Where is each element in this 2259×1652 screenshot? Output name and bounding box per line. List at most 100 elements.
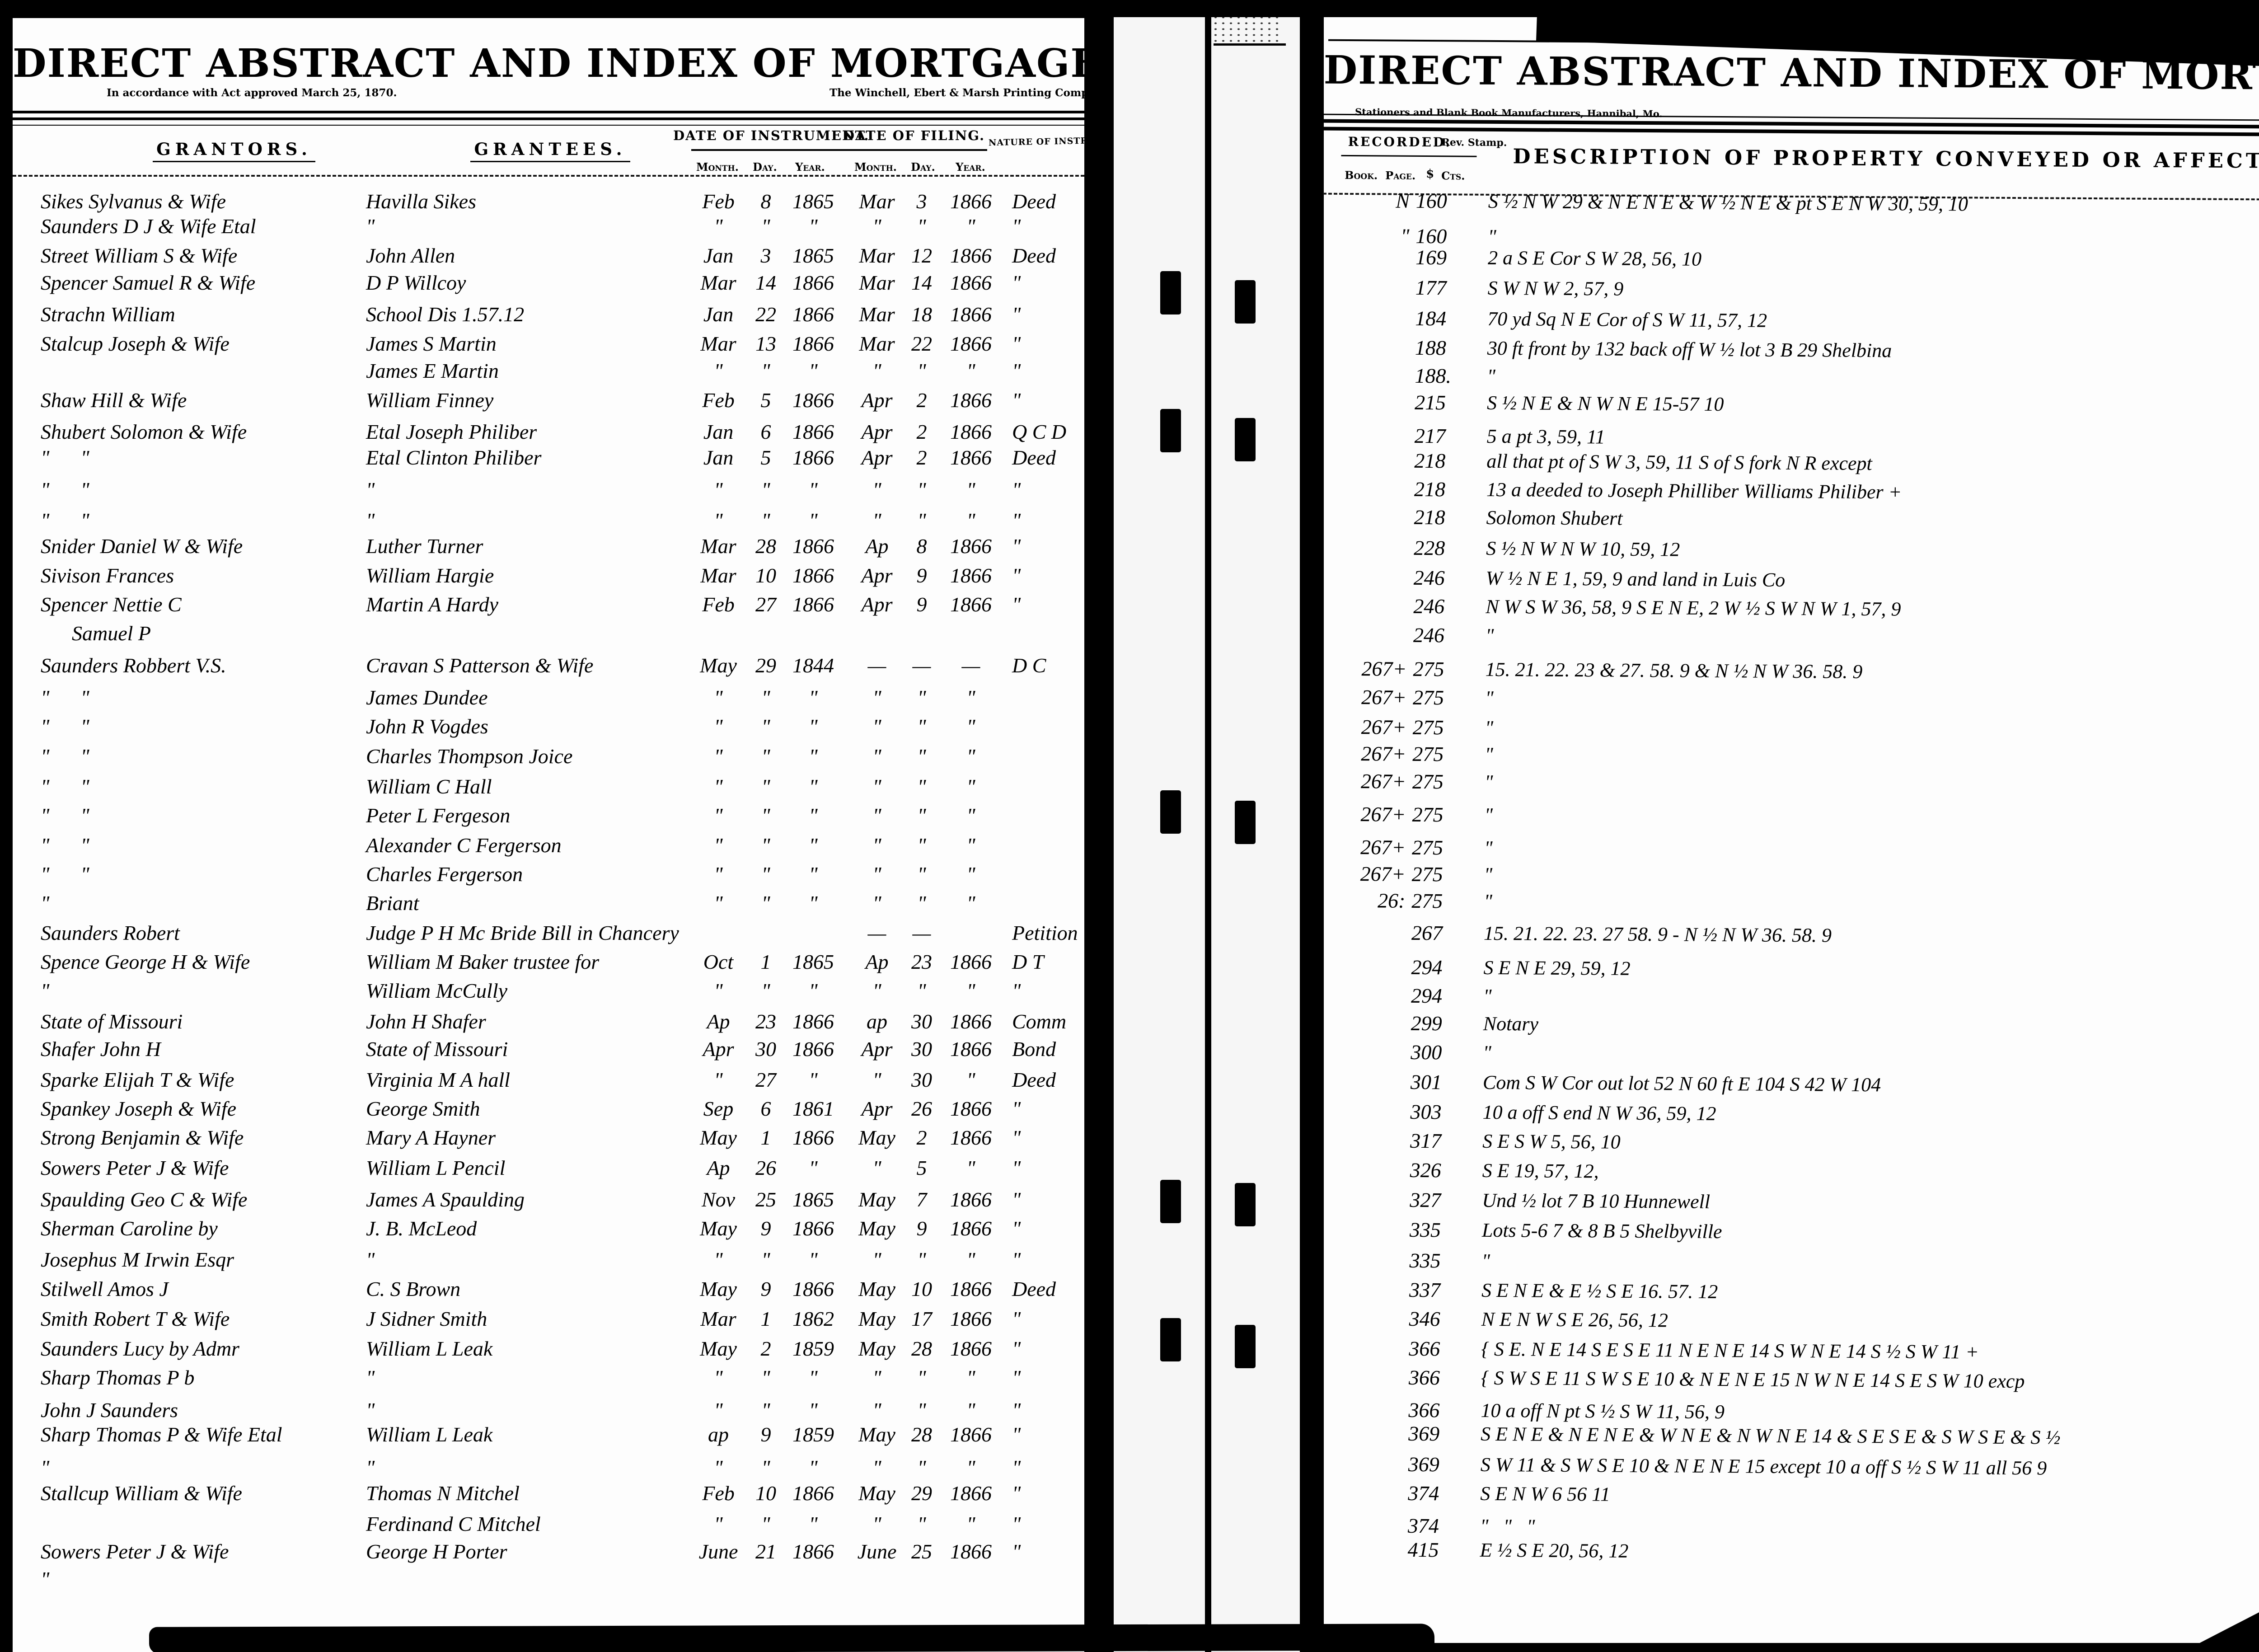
cell-grantee: " <box>366 1399 375 1422</box>
cell-nature: " <box>1012 1423 1021 1446</box>
cell-grantor: Sikes Sylvanus & Wife <box>41 190 226 213</box>
cell-instrument-month: Jan <box>703 244 734 267</box>
cell-grantee: George H Porter <box>366 1540 507 1563</box>
ledger-row: 246 N W S W 36, 58, 9 S E N E, 2 W ½ S W … <box>1320 592 2259 626</box>
cell-page: 294 <box>1411 984 1443 1008</box>
cell-instrument-month: " <box>714 979 723 1002</box>
cell-instrument-day: 2 <box>760 1337 771 1360</box>
cell-description: 15. 21. 22. 23 & 27. 58. 9 & N ½ N W 36.… <box>1485 658 1863 683</box>
cell-instrument-day: 1 <box>760 1307 771 1330</box>
cell-page: 335 <box>1409 1218 1441 1242</box>
cell-book: 267+ <box>1360 803 1406 826</box>
cell-filing-month: " <box>872 1366 881 1389</box>
cell-grantee: Charles Fergerson <box>366 863 523 886</box>
cell-description: N W S W 36, 58, 9 S E N E, 2 W ½ S W N W… <box>1486 595 1901 620</box>
cell-filing-year: " <box>966 892 975 915</box>
cell-filing-day: " <box>917 215 926 238</box>
cell-book <box>1332 1363 1402 1392</box>
ledger-row: Strong Benjamin & Wife Mary A Hayner May 1 1… <box>13 1124 1084 1152</box>
cell-filing-day: 2 <box>916 1126 927 1149</box>
right-page-content: DIRECT ABSTRACT AND INDEX OF MORTGAGES, … <box>1314 16 2259 1652</box>
cell-instrument-month: " <box>714 892 723 915</box>
cell-page: 275 <box>1413 657 1444 681</box>
cell-description: " <box>1484 863 1493 886</box>
cell-page: 275 <box>1412 685 1444 709</box>
cell-page: 177 <box>1415 276 1447 300</box>
cell-nature: " <box>1012 1399 1021 1422</box>
cell-grantor: " " <box>41 775 89 798</box>
cell-grantee: C. S Brown <box>366 1277 461 1300</box>
right-stationer-credit: Stationers and Blank Book Manufacturers,… <box>1354 106 1663 120</box>
cell-grantor: " <box>41 892 50 915</box>
cell-instrument-month: May <box>700 1337 737 1360</box>
cell-instrument-month: Mar <box>700 271 736 294</box>
cell-filing-day: 12 <box>911 244 932 267</box>
cell-grantee: Charles Thompson Joice <box>366 745 573 768</box>
ledger-row: 267+ 275 " <box>1319 800 2259 835</box>
cell-book <box>1333 1216 1403 1244</box>
cell-page: 246 <box>1413 566 1445 590</box>
cell-page: 275 <box>1412 770 1444 793</box>
cell-instrument-month: May <box>700 1126 737 1149</box>
cell-page: 327 <box>1410 1188 1441 1212</box>
cell-book <box>1338 422 1408 450</box>
cell-filing-month: Apr <box>861 564 893 587</box>
column-header-recorded: RECORDED. <box>1348 134 1452 150</box>
ledger-row: " " Charles Fergerson " " " " " " <box>13 860 1084 888</box>
ledger-row: Stalcup Joseph & Wife James S Martin Mar 13… <box>13 330 1084 358</box>
cell-instrument-month: " <box>714 1512 723 1535</box>
cell-instrument-year: " <box>809 686 818 709</box>
cell-instrument-day: 9 <box>760 1277 771 1300</box>
cell-filing-month: " <box>872 478 881 501</box>
cell-page: 246 <box>1413 623 1445 647</box>
cell-filing-year: 1866 <box>950 389 992 412</box>
cell-instrument-year: 1866 <box>792 1037 834 1061</box>
cell-instrument-day: 10 <box>755 1482 776 1505</box>
cell-grantee: James A Spaulding <box>366 1188 525 1211</box>
cell-instrument-day: 14 <box>755 271 776 294</box>
cell-filing-year: 1866 <box>950 1540 992 1563</box>
cell-filing-day: 22 <box>911 332 932 355</box>
cell-nature: " <box>1012 564 1021 587</box>
cell-instrument-day: " <box>761 892 770 915</box>
cell-page: 415 <box>1407 1538 1439 1562</box>
cell-page: 369 <box>1408 1422 1440 1446</box>
cell-filing-day: " <box>917 509 926 532</box>
cell-instrument-month: Ap <box>707 1156 730 1179</box>
cell-nature: Deed <box>1012 446 1056 469</box>
cell-instrument-year: " <box>809 1366 818 1389</box>
scan-border-bottom <box>149 1624 1435 1652</box>
cell-description: Und ½ lot 7 B 10 Hunnewell <box>1482 1189 1711 1213</box>
ledger-row: 267 15. 21. 22. 23. 27 58. 9 - N ½ N W 36… <box>1318 919 2259 953</box>
cell-filing-year: 1866 <box>950 1217 992 1240</box>
column-header-date-of-instrument: DATE OF INSTRUMENT. <box>673 128 870 143</box>
cell-book <box>1334 1068 1404 1096</box>
cell-instrument-day: " <box>761 804 770 827</box>
cell-grantor: Sowers Peter J & Wife <box>41 1156 229 1179</box>
cell-instrument-day: 28 <box>755 535 776 558</box>
cell-filing-month: Ap <box>865 950 889 973</box>
scan-border-bottom-line <box>1310 1643 2259 1652</box>
cell-grantee: Ferdinand C Mitchel <box>366 1512 541 1535</box>
cell-grantee: William M Baker trustee for <box>366 950 600 973</box>
cell-instrument-year <box>782 1565 845 1593</box>
cell-filing-day: 2 <box>916 420 927 443</box>
cell-instrument-month: May <box>700 1277 737 1300</box>
cell-grantor: Sparke Elijah T & Wife <box>41 1068 234 1091</box>
cell-nature: Q C D <box>1012 420 1067 443</box>
cell-instrument-year <box>782 620 845 648</box>
ledger-row: 335 " <box>1316 1246 2259 1281</box>
cell-grantor: Snider Daniel W & Wife <box>41 535 243 558</box>
ledger-row: Shubert Solomon & Wife Etal Joseph Philib… <box>13 418 1084 446</box>
ledger-row: 267+ 275 " <box>1319 767 2259 802</box>
cell-instrument-day: " <box>761 215 770 238</box>
column-header-nature-of-instrument: NATURE OF INSTRUMENT. <box>988 135 1131 148</box>
cell-nature: " <box>1012 1307 1021 1330</box>
cell-filing-year: " <box>966 715 975 738</box>
cell-nature: " <box>1012 332 1021 355</box>
ledger-row: Spankey Joseph & Wife George Smith Sep 6 186… <box>13 1095 1084 1123</box>
cell-description: 10 a off S end N W 36, 59, 12 <box>1482 1101 1716 1125</box>
cell-instrument-day: " <box>761 1366 770 1389</box>
cell-book: N <box>1396 189 1410 212</box>
cell-book <box>1333 1186 1403 1214</box>
